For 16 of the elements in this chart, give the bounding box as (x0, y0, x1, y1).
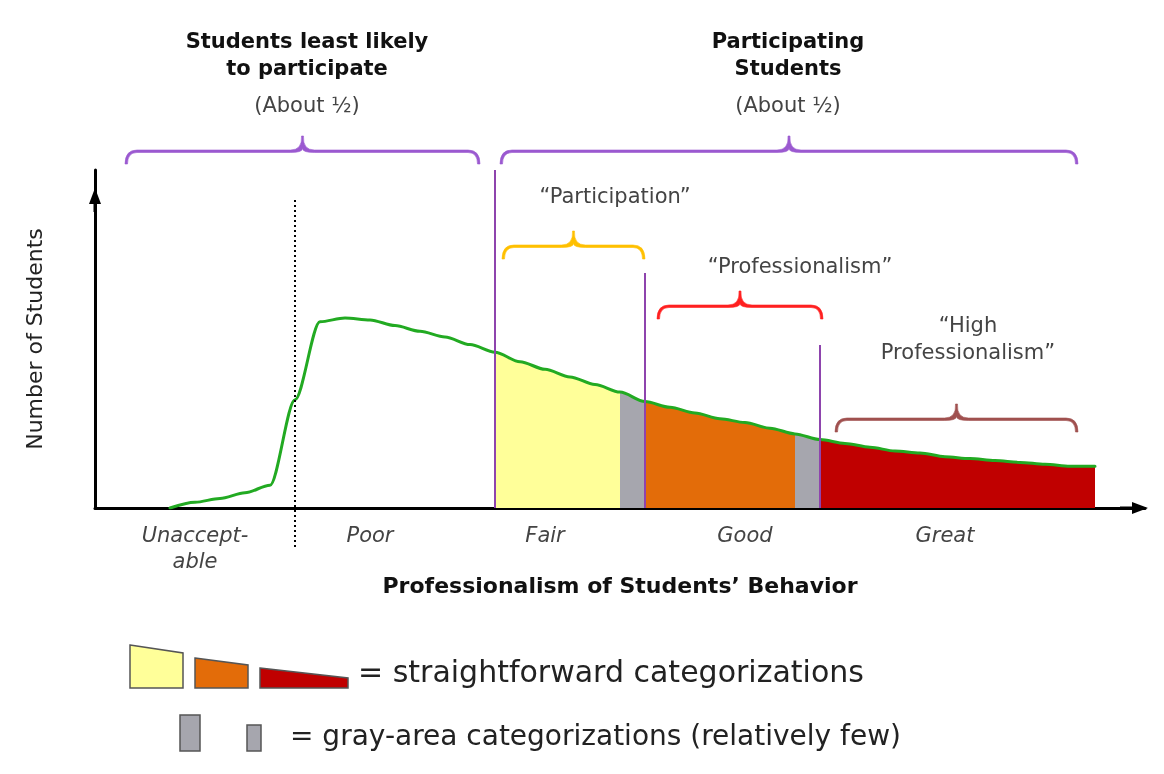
text: (About ½) (734, 92, 842, 119)
text: Participating Students (710, 28, 866, 83)
text: “Participation” (538, 183, 692, 210)
x-tick-label: Fair (525, 523, 567, 547)
x-tick-label: Poor (346, 523, 395, 547)
annotation: “High Professionalism” (879, 312, 1057, 367)
x-tick-label: Great (915, 523, 976, 547)
text: Students least likely to participate (184, 28, 430, 83)
text: = gray-area categorizations (relatively few) (290, 718, 901, 754)
y-axis-title: Number of Students (21, 228, 47, 450)
x-axis-title: Professionalism of Students’ Behavior (382, 573, 858, 599)
x-tick-label: Good (717, 523, 774, 547)
text: “Professionalism” (706, 253, 894, 280)
text: = straightforward categorizations (358, 653, 864, 691)
text: (About ½) (253, 92, 361, 119)
x-tick-label: Unaccept-able (141, 523, 249, 573)
